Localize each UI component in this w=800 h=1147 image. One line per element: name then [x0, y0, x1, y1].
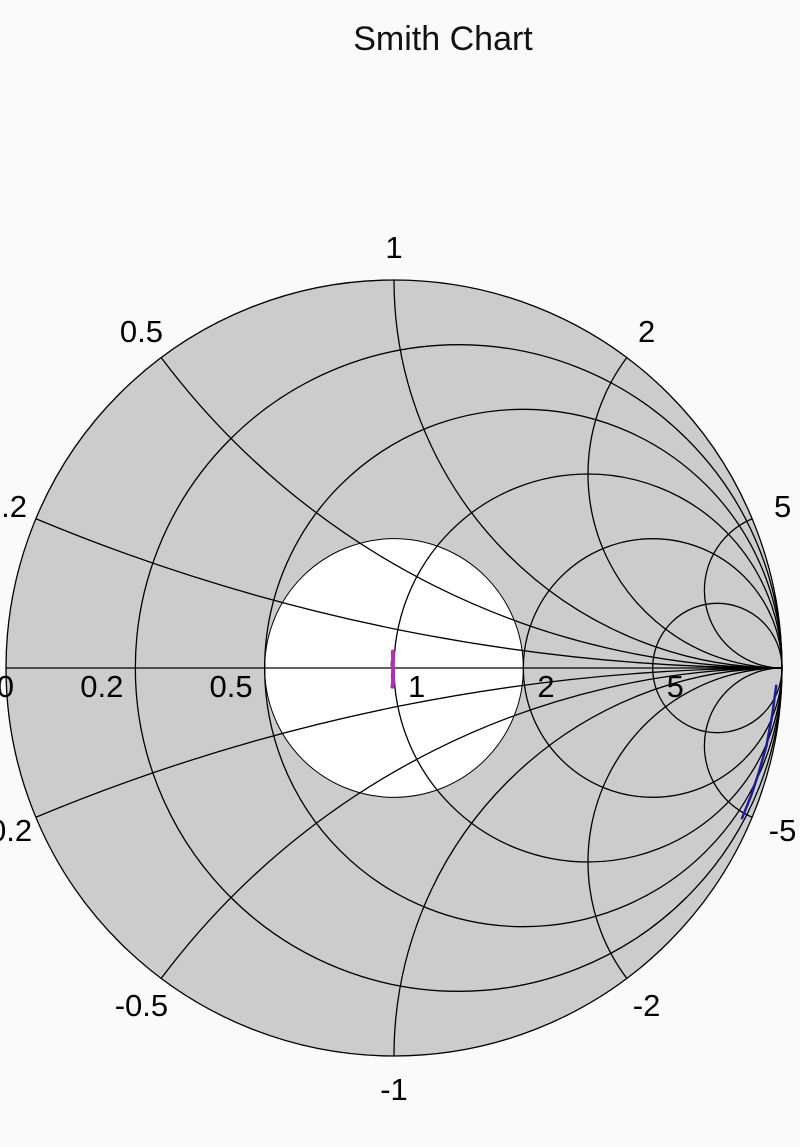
series-point — [390, 649, 395, 654]
series-point — [765, 744, 768, 747]
reactance-label: -0.5 — [115, 988, 168, 1023]
reactance-label: -0.2 — [0, 813, 32, 848]
reactance-arc-0.5 — [160, 357, 783, 669]
series-point — [390, 662, 395, 667]
reactance-label: 2 — [638, 314, 655, 349]
resistance-label: 0.5 — [210, 669, 253, 704]
reactance-label: -5 — [769, 813, 797, 848]
series-trace-2 — [740, 684, 778, 820]
series-point — [775, 684, 778, 687]
series-point — [757, 771, 760, 774]
series-point — [391, 667, 396, 672]
reactance-label: 5 — [774, 489, 791, 524]
series-point — [390, 684, 395, 689]
chart-title: Smith Chart — [353, 20, 533, 58]
series-point — [771, 713, 774, 716]
resistance-label: 1 — [408, 669, 425, 704]
resistance-label: 0 — [0, 669, 14, 704]
reactance-label: 0.5 — [120, 314, 163, 349]
reactance-arc--1 — [393, 667, 783, 1057]
reactance-arc--2 — [587, 667, 783, 979]
reactance-arc--5 — [703, 667, 783, 818]
series-point — [741, 817, 744, 820]
reactance-arc-2 — [587, 357, 783, 669]
reactance-label: -1 — [380, 1072, 408, 1107]
reactance-arc-5 — [703, 518, 783, 669]
grid — [5, 279, 783, 1057]
reactance-label: -2 — [633, 988, 661, 1023]
series-point — [749, 795, 752, 798]
reactance-label: 0.2 — [0, 489, 27, 524]
reactance-label: 1 — [385, 230, 402, 265]
resistance-label: 2 — [537, 669, 554, 704]
series-point — [391, 656, 396, 661]
reactance-arc--0.2 — [35, 667, 783, 818]
reactance-arc--0.5 — [160, 667, 783, 979]
resistance-label: 5 — [667, 669, 684, 704]
reactance-arc-1 — [393, 279, 783, 669]
reactance-arc-0.2 — [35, 518, 783, 669]
resistance-label: 0.2 — [80, 669, 123, 704]
series-point — [391, 679, 396, 684]
series-point — [390, 673, 395, 678]
